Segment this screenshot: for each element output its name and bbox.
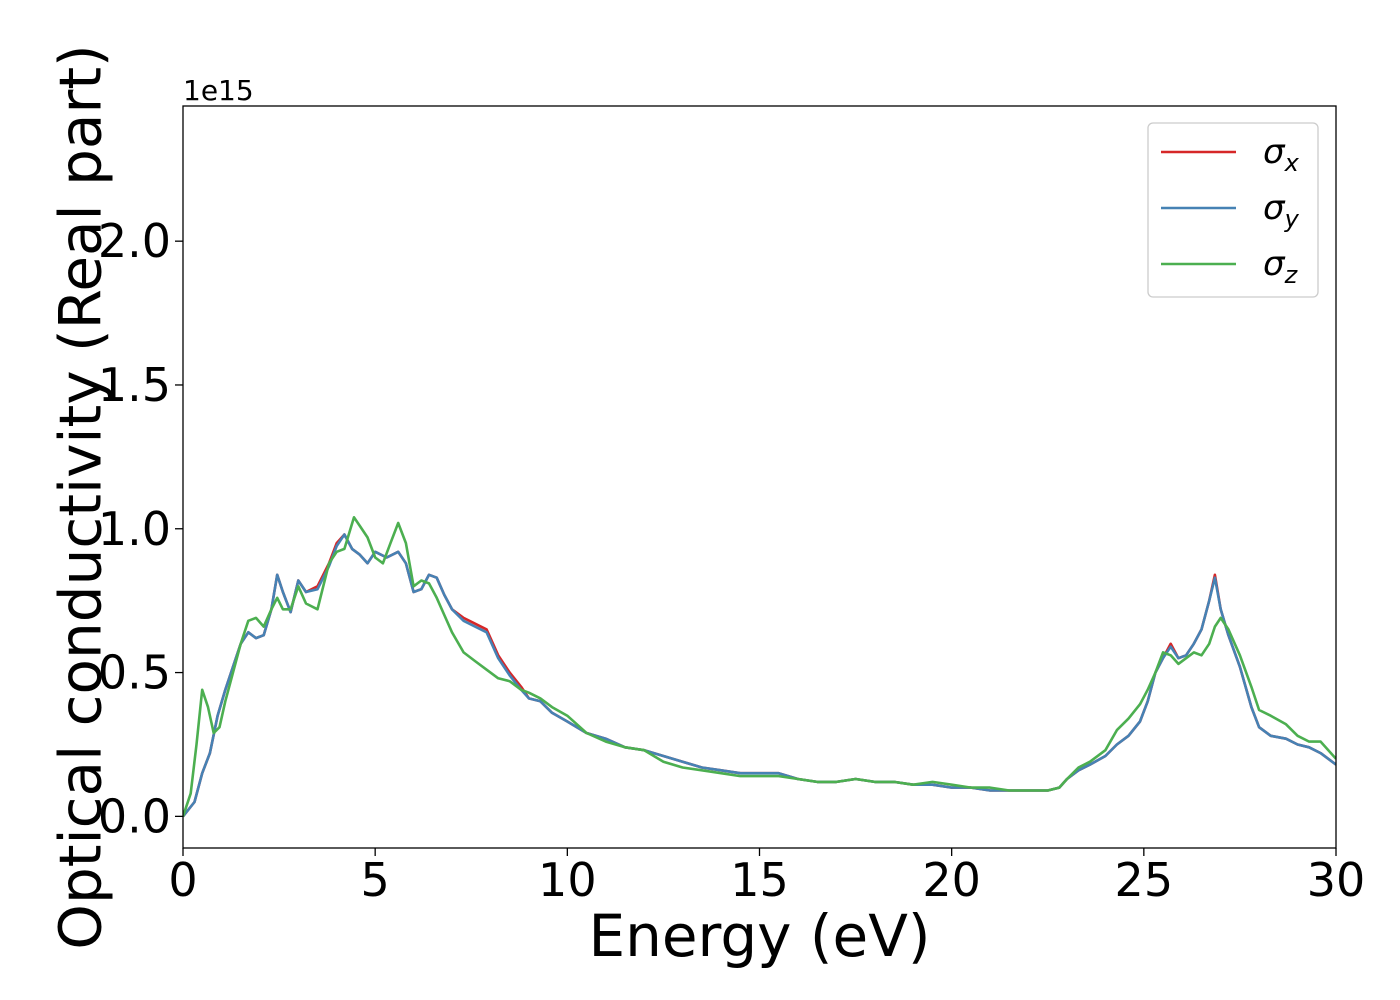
x-tick-label: 10	[538, 853, 597, 907]
x-tick-label: 5	[361, 853, 390, 907]
legend: σx σy σz	[1147, 122, 1319, 298]
y-axis-label: Optical conductivity (Real part)	[46, 44, 114, 949]
legend-label-x: σx	[1263, 132, 1300, 177]
y-tick-label: 0.5	[98, 646, 171, 700]
x-tick-label: 20	[922, 853, 981, 907]
y-axis-ticks: 0.0 0.5 1.0 1.5 2.0	[98, 214, 183, 843]
x-axis-label: Energy (eV)	[588, 902, 930, 970]
x-tick-label: 25	[1115, 853, 1174, 907]
x-tick-label: 0	[168, 853, 197, 907]
plot-area	[183, 516, 1336, 818]
x-tick-label: 15	[730, 853, 789, 907]
series-line-y	[183, 533, 1336, 818]
legend-label-y: σy	[1263, 188, 1300, 233]
y-tick-label: 1.0	[98, 502, 171, 556]
legend-box	[1147, 122, 1319, 298]
y-offset-text: 1e15	[183, 74, 254, 107]
series-line-z	[183, 516, 1336, 817]
y-tick-label: 0.0	[98, 789, 171, 843]
y-tick-label: 1.5	[98, 358, 171, 412]
legend-label-z: σz	[1263, 244, 1299, 289]
x-tick-label: 30	[1307, 853, 1366, 907]
x-axis-ticks: 0 5 10 15 20 25 30	[168, 848, 1365, 907]
y-tick-label: 2.0	[98, 214, 171, 268]
